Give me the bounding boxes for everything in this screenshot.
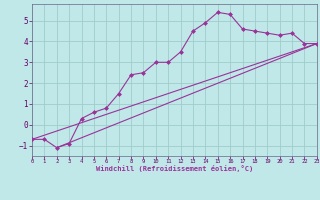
X-axis label: Windchill (Refroidissement éolien,°C): Windchill (Refroidissement éolien,°C) [96,165,253,172]
